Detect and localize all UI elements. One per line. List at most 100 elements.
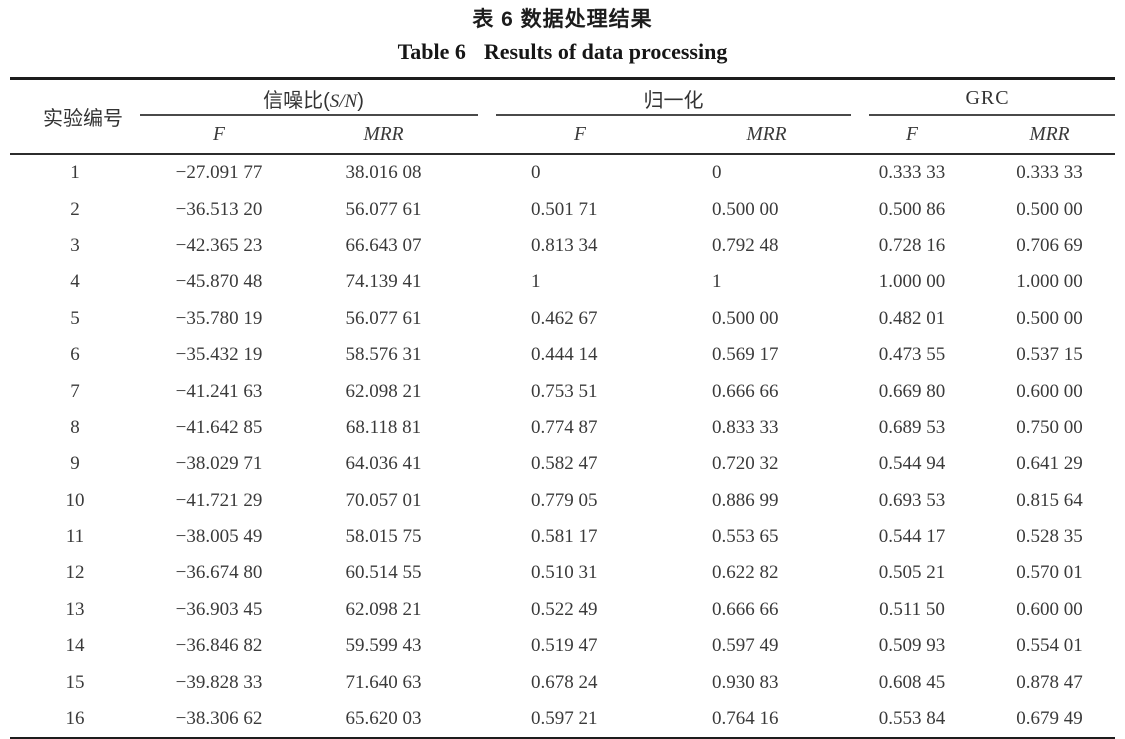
cell-norm-mrr: 0.500 00 [712,198,779,220]
cell-norm-mrr: 0.886 99 [712,489,779,511]
group-header-grc: GRC [860,78,1116,116]
cell-grc-f: 0.511 50 [879,598,945,620]
table-row: 14 −36.846 82 59.599 43 0.519 47 0.597 49 0.5… [10,628,1115,664]
cell-grc-f: 0.544 17 [878,526,946,548]
cell-norm-f: 0.510 31 [531,562,598,584]
cell-norm-f: 0.522 49 [531,598,598,620]
group-header-normalized: 归一化 [487,78,861,116]
cell-norm-mrr: 0.666 66 [712,380,779,402]
table-row: 5 −35.780 19 56.077 61 0.462 67 0.500 00 0.48… [10,301,1115,337]
cell-grc-mrr: 0.600 00 [1016,598,1083,620]
cell-norm-mrr: 0.553 65 [712,526,779,548]
cell-norm-mrr: 1 [712,271,722,293]
group-header-snr-prefix: 信噪比( [263,89,330,112]
cell-grc-mrr: 0.815 64 [1016,489,1083,511]
cell-experiment-number: 8 [70,416,80,438]
cell-experiment-number: 9 [70,453,80,475]
cell-grc-f: 0.505 21 [878,562,946,584]
cell-grc-f: 1.000 00 [878,271,946,293]
col-header-norm-mrr: MRR [673,116,861,155]
cell-norm-f: 0.753 51 [531,380,598,402]
cell-grc-f: 0.728 16 [878,234,946,256]
cell-grc-mrr: 0.570 01 [1016,562,1083,584]
cell-grc-mrr: 0.528 35 [1016,526,1083,548]
table-row: 9 −38.029 71 64.036 41 0.582 47 0.720 32 0.54… [10,446,1115,482]
cell-snr-f: −41.721 29 [175,489,263,511]
cell-experiment-number: 7 [70,380,80,402]
cell-grc-mrr: 1.000 00 [1016,271,1083,293]
cell-experiment-number: 2 [70,198,80,220]
cell-norm-mrr: 0.569 17 [712,344,779,366]
group-header-snr: 信噪比(S/N) [140,78,488,116]
cell-snr-f: −35.780 19 [175,307,263,329]
cell-norm-mrr: 0.720 32 [712,453,779,475]
col-header-grc-mrr: MRR [984,116,1116,155]
cell-grc-mrr: 0.878 47 [1016,671,1083,693]
cell-grc-mrr: 0.679 49 [1016,708,1083,730]
cell-experiment-number: 10 [65,489,85,511]
cell-grc-f: 0.333 33 [878,162,946,184]
cell-experiment-number: 16 [65,708,85,730]
cell-norm-f: 0.597 21 [531,708,598,730]
cell-snr-f: −41.642 85 [175,416,263,438]
cell-snr-mrr: 62.098 21 [345,598,422,620]
cell-experiment-number: 6 [70,344,80,366]
cell-grc-mrr: 0.333 33 [1016,162,1083,184]
cell-norm-f: 0.813 34 [531,234,598,256]
col-header-snr-f: F [140,116,310,155]
header-group-row: 实验编号 信噪比(S/N) 归一化 GRC [10,78,1116,155]
cell-norm-f: 0.774 87 [531,416,598,438]
table-header: 实验编号 信噪比(S/N) 归一化 GRC F MRR F MRR F MRR [10,78,1116,155]
cell-norm-f: 0 [531,162,541,184]
table-row: 13 −36.903 45 62.098 21 0.522 49 0.666 66 0.5… [10,592,1115,628]
cell-grc-f: 0.544 94 [878,453,946,475]
table-caption-zh: 表 6 数据处理结果 [472,8,653,31]
cell-norm-mrr: 0.833 33 [712,416,779,438]
cell-grc-f: 0.693 53 [878,489,946,511]
cell-grc-f: 0.509 93 [878,635,946,657]
cell-snr-f: −38.306 62 [175,708,263,730]
cell-grc-mrr: 0.537 15 [1016,344,1083,366]
cell-snr-mrr: 62.098 21 [345,380,422,402]
table-row: 4 −45.870 48 74.139 41 1 1 1.000 00 1.000 00 [10,264,1115,300]
cell-snr-mrr: 74.139 41 [345,271,422,293]
cell-snr-mrr: 60.514 55 [345,562,422,584]
cell-experiment-number: 4 [70,271,80,293]
cell-grc-f: 0.553 84 [878,708,946,730]
cell-grc-mrr: 0.500 00 [1016,307,1083,329]
cell-norm-mrr: 0.792 48 [712,234,779,256]
data-processing-results-table: 实验编号 信噪比(S/N) 归一化 GRC F MRR F MRR F MRR … [10,77,1116,739]
cell-snr-f: −36.674 80 [175,562,263,584]
table-caption-en: Table 6 Results of data processing [0,39,1125,65]
cell-snr-f: −36.846 82 [175,635,263,657]
cell-snr-mrr: 58.015 75 [345,526,422,548]
cell-norm-f: 0.581 17 [531,526,598,548]
cell-snr-f: −27.091 77 [175,162,263,184]
cell-norm-f: 0.519 47 [531,635,598,657]
cell-norm-f: 1 [531,271,541,293]
table-row: 11 −38.005 49 58.015 75 0.581 17 0.553 65 0.5… [10,519,1115,555]
cell-snr-mrr: 70.057 01 [345,489,422,511]
cell-grc-mrr: 0.600 00 [1016,380,1083,402]
cell-snr-mrr: 59.599 43 [345,635,422,657]
cell-norm-mrr: 0.930 83 [712,671,779,693]
cell-norm-f: 0.779 05 [531,489,598,511]
cell-experiment-number: 5 [70,307,80,329]
table-row: 6 −35.432 19 58.576 31 0.444 14 0.569 17 0.47… [10,337,1115,373]
cell-snr-mrr: 66.643 07 [345,234,422,256]
cell-experiment-number: 12 [65,562,85,584]
cell-norm-f: 0.444 14 [531,344,598,366]
cell-snr-mrr: 71.640 63 [345,671,422,693]
cell-grc-f: 0.482 01 [878,307,946,329]
cell-experiment-number: 15 [65,671,85,693]
cell-snr-f: −42.365 23 [175,234,263,256]
cell-grc-mrr: 0.554 01 [1016,635,1083,657]
cell-experiment-number: 11 [65,526,85,548]
cell-grc-mrr: 0.706 69 [1016,234,1083,256]
cell-snr-f: −45.870 48 [175,271,263,293]
cell-snr-mrr: 58.576 31 [345,344,422,366]
table-row: 8 −41.642 85 68.118 81 0.774 87 0.833 33 0.68… [10,410,1115,446]
table-row: 12 −36.674 80 60.514 55 0.510 31 0.622 82 0.5… [10,555,1115,591]
group-header-snr-suffix: ) [357,89,364,112]
cell-norm-f: 0.462 67 [531,307,598,329]
